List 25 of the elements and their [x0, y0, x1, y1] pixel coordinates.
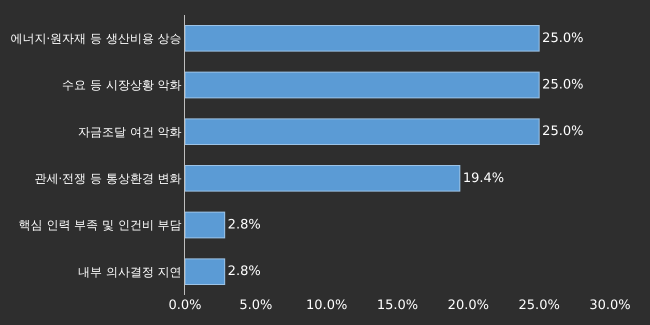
- data-label: 19.4%: [462, 170, 504, 186]
- x-tick-label: 15.0%: [376, 298, 418, 313]
- x-tick-label: 20.0%: [448, 298, 489, 313]
- x-tick-label: 10.0%: [306, 298, 348, 313]
- x-tick-label: 5.0%: [239, 298, 272, 313]
- bar: [185, 72, 540, 98]
- data-label: 25.0%: [542, 30, 584, 46]
- y-tick-label: 에너지·원자재 등 생산비용 상승: [10, 32, 182, 46]
- bar: [185, 25, 540, 52]
- bar: [185, 165, 460, 192]
- y-tick-label: 핵심 인력 부족 및 인건비 부담: [18, 218, 182, 232]
- data-label: 2.8%: [228, 264, 261, 280]
- y-tick-label: 자금조달 여건 악화: [78, 124, 182, 139]
- y-tick-label: 관세·전쟁 등 통상환경 변화: [34, 172, 182, 186]
- x-tick-label: 30.0%: [589, 298, 631, 313]
- x-tick-label: 25.0%: [518, 298, 560, 313]
- data-label: 25.0%: [542, 124, 584, 140]
- x-tick-label: 0.0%: [168, 298, 202, 313]
- y-tick-label: 수요 등 시장상황 악화: [62, 78, 182, 92]
- data-label: 25.0%: [542, 78, 584, 92]
- bar: [185, 118, 540, 145]
- bar: [185, 212, 226, 238]
- bar: [185, 258, 226, 285]
- data-label: 2.8%: [228, 218, 261, 232]
- y-tick-label: 내부 의사결정 지연: [78, 264, 182, 279]
